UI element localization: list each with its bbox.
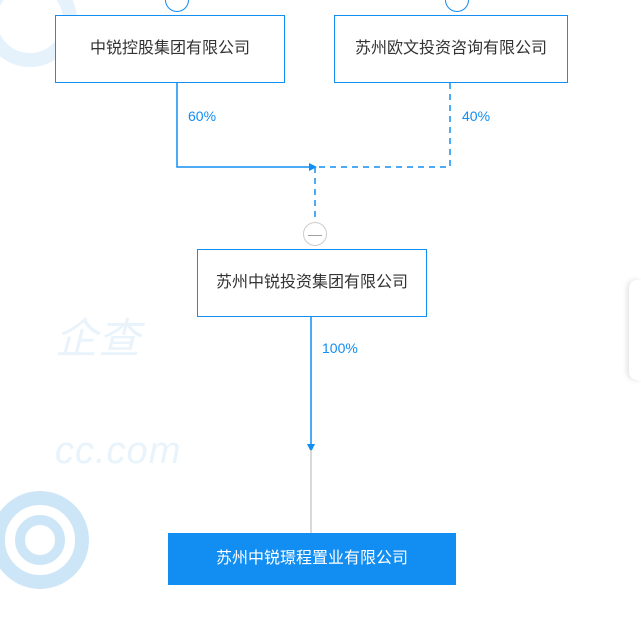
company-node-n2[interactable]: 苏州欧文投资咨询有限公司: [334, 15, 568, 83]
watermark-logo-bottom: [0, 480, 130, 620]
circle-node-mid_circle[interactable]: —: [303, 222, 327, 246]
watermark-text-1: 企查: [55, 305, 141, 366]
ownership-pct-label: 60%: [188, 108, 216, 124]
company-node-label: 苏州中锐投资集团有限公司: [216, 271, 408, 295]
circle-node-top_circle_left[interactable]: [165, 0, 189, 12]
circle-node-top_circle_right[interactable]: [445, 0, 469, 12]
company-node-label: 苏州欧文投资咨询有限公司: [355, 37, 547, 61]
edge-e_n1_join: [177, 83, 315, 167]
company-node-n3[interactable]: 苏州中锐投资集团有限公司: [197, 249, 427, 317]
ownership-pct-label: 40%: [462, 108, 490, 124]
edge-e_n2_join: [316, 83, 450, 167]
diagram-canvas: 企查 cc.com 中锐控股集团有限公司 苏州欧文投资咨询有限公司 — 苏州中锐投资集…: [0, 0, 641, 598]
side-expand-tab[interactable]: [629, 280, 641, 380]
watermark-text-2: cc.com: [55, 430, 181, 473]
company-node-label: 中锐控股集团有限公司: [90, 37, 250, 61]
company-node-n4[interactable]: 苏州中锐璟程置业有限公司: [168, 533, 456, 585]
circle-node-label: —: [308, 227, 322, 241]
ownership-pct-label: 100%: [322, 340, 358, 356]
company-node-n1[interactable]: 中锐控股集团有限公司: [55, 15, 285, 83]
company-node-label: 苏州中锐璟程置业有限公司: [216, 547, 408, 571]
